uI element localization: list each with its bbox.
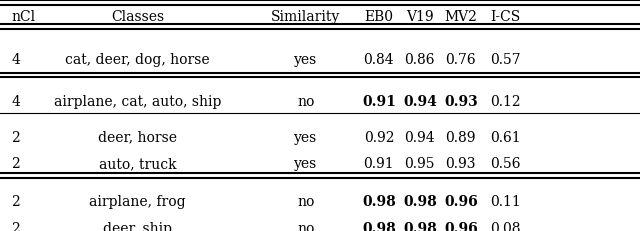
Text: 0.86: 0.86 <box>404 53 435 67</box>
Text: 0.92: 0.92 <box>364 131 394 145</box>
Text: nCl: nCl <box>12 10 36 24</box>
Text: 0.98: 0.98 <box>403 222 436 231</box>
Text: 0.76: 0.76 <box>445 53 476 67</box>
Text: 0.94: 0.94 <box>403 95 436 109</box>
Text: 4: 4 <box>12 95 20 109</box>
Text: no: no <box>297 95 315 109</box>
Text: MV2: MV2 <box>444 10 477 24</box>
Text: 0.11: 0.11 <box>490 195 521 209</box>
Text: 0.98: 0.98 <box>403 195 436 209</box>
Text: 0.98: 0.98 <box>362 222 396 231</box>
Text: 0.91: 0.91 <box>362 95 396 109</box>
Text: 2: 2 <box>12 157 20 171</box>
Text: 0.91: 0.91 <box>364 157 394 171</box>
Text: 0.84: 0.84 <box>364 53 394 67</box>
Text: deer, horse: deer, horse <box>98 131 177 145</box>
Text: 0.57: 0.57 <box>490 53 521 67</box>
Text: 4: 4 <box>12 53 20 67</box>
Text: 2: 2 <box>12 195 20 209</box>
Text: 0.93: 0.93 <box>444 95 477 109</box>
Text: yes: yes <box>294 53 317 67</box>
Text: yes: yes <box>294 157 317 171</box>
Text: 2: 2 <box>12 222 20 231</box>
Text: 0.08: 0.08 <box>490 222 521 231</box>
Text: no: no <box>297 195 315 209</box>
Text: 0.12: 0.12 <box>490 95 521 109</box>
Text: 0.94: 0.94 <box>404 131 435 145</box>
Text: auto, truck: auto, truck <box>99 157 177 171</box>
Text: 0.96: 0.96 <box>444 195 477 209</box>
Text: 0.93: 0.93 <box>445 157 476 171</box>
Text: 0.61: 0.61 <box>490 131 521 145</box>
Text: 0.95: 0.95 <box>404 157 435 171</box>
Text: I-CS: I-CS <box>490 10 521 24</box>
Text: no: no <box>297 222 315 231</box>
Text: airplane, cat, auto, ship: airplane, cat, auto, ship <box>54 95 221 109</box>
Text: 2: 2 <box>12 131 20 145</box>
Text: V19: V19 <box>406 10 434 24</box>
Text: Similarity: Similarity <box>271 10 340 24</box>
Text: 0.56: 0.56 <box>490 157 521 171</box>
Text: airplane, frog: airplane, frog <box>90 195 186 209</box>
Text: 0.96: 0.96 <box>444 222 477 231</box>
Text: EB0: EB0 <box>364 10 394 24</box>
Text: yes: yes <box>294 131 317 145</box>
Text: 0.89: 0.89 <box>445 131 476 145</box>
Text: 0.98: 0.98 <box>362 195 396 209</box>
Text: Classes: Classes <box>111 10 164 24</box>
Text: deer, ship: deer, ship <box>103 222 172 231</box>
Text: cat, deer, dog, horse: cat, deer, dog, horse <box>65 53 210 67</box>
